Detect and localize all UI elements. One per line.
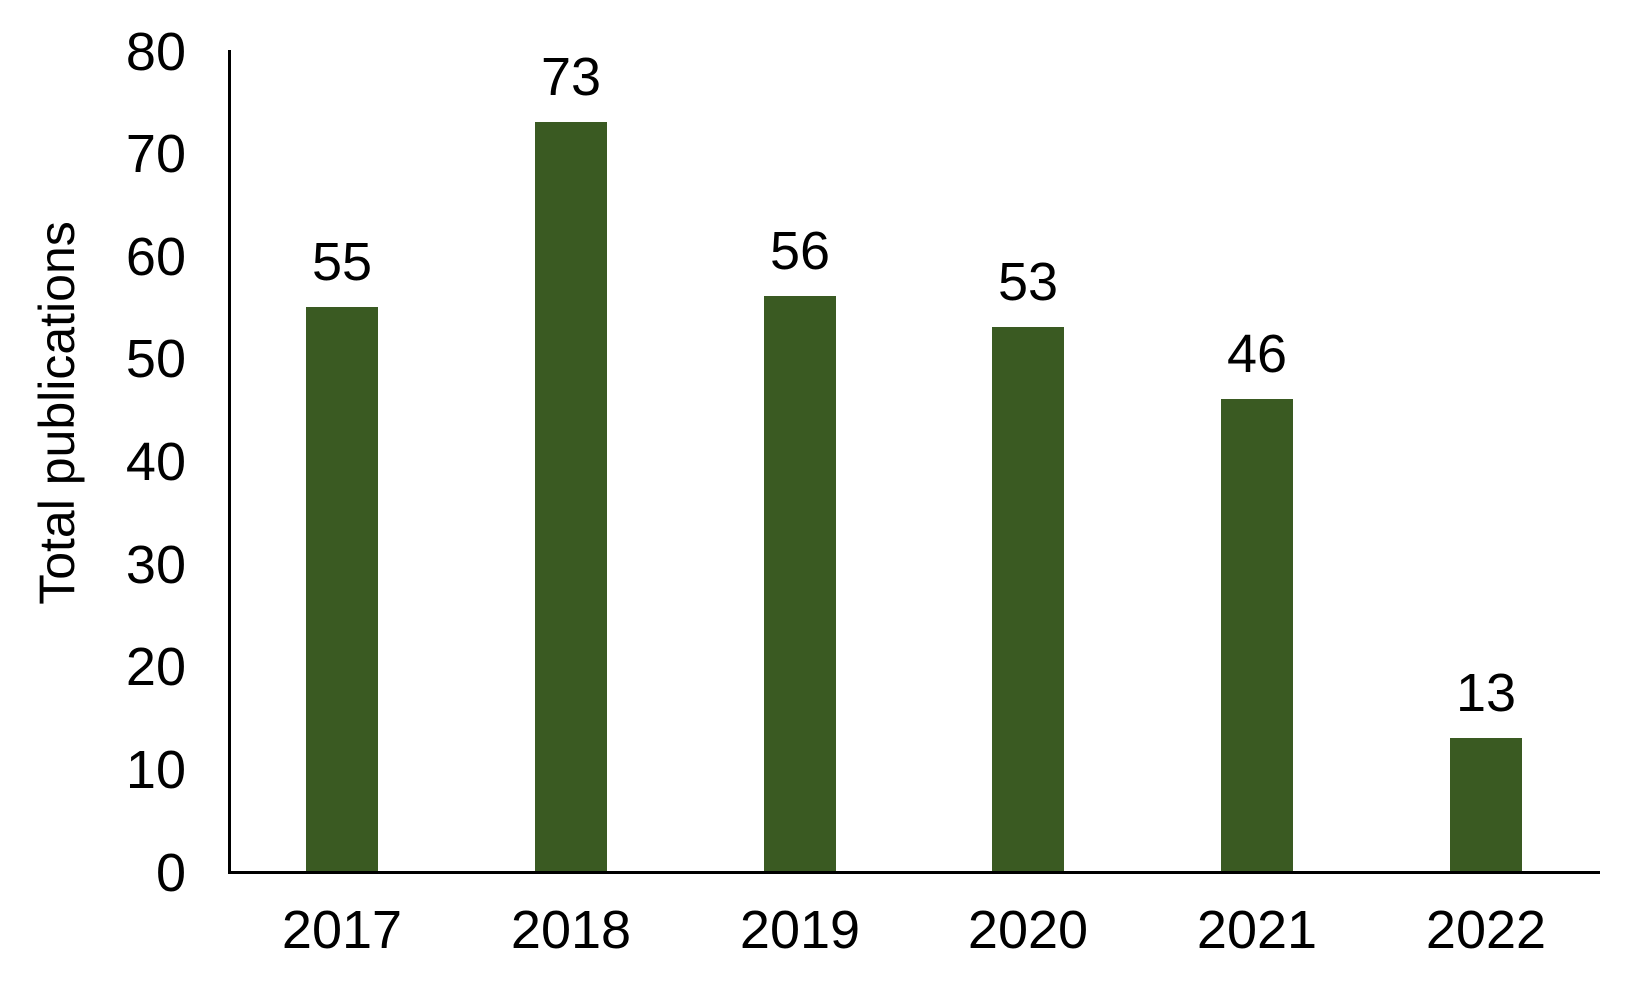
x-axis-line <box>228 871 1600 874</box>
bar <box>992 327 1064 871</box>
y-tick-label: 50 <box>125 329 186 390</box>
x-tick-label: 2020 <box>967 900 1089 960</box>
y-tick-label: 40 <box>125 432 186 492</box>
y-tick-label: 70 <box>125 124 186 185</box>
y-tick-label: 20 <box>125 637 186 698</box>
bar-value-label: 53 <box>997 252 1059 312</box>
bar-value-label: 55 <box>311 232 373 292</box>
bar-value-label: 46 <box>1226 324 1288 384</box>
bar <box>535 122 607 871</box>
y-tick-label: 0 <box>155 842 186 903</box>
bar-value-label: 13 <box>1455 663 1517 723</box>
x-tick-label: 2022 <box>1425 900 1547 960</box>
bar <box>1450 738 1522 871</box>
bar-value-label: 73 <box>540 47 602 107</box>
y-axis-line <box>228 50 231 874</box>
bar <box>1221 399 1293 871</box>
bar-value-label: 56 <box>769 221 831 281</box>
y-tick-label: 80 <box>125 21 186 82</box>
y-tick-label: 60 <box>125 226 186 287</box>
bar <box>306 307 378 871</box>
bar <box>764 296 836 871</box>
x-tick-label: 2019 <box>739 900 861 960</box>
y-tick-label: 10 <box>125 739 186 800</box>
x-tick-label: 2021 <box>1196 900 1318 960</box>
x-tick-label: 2017 <box>281 900 403 960</box>
y-tick-label: 30 <box>125 534 186 595</box>
x-tick-label: 2018 <box>510 900 632 960</box>
